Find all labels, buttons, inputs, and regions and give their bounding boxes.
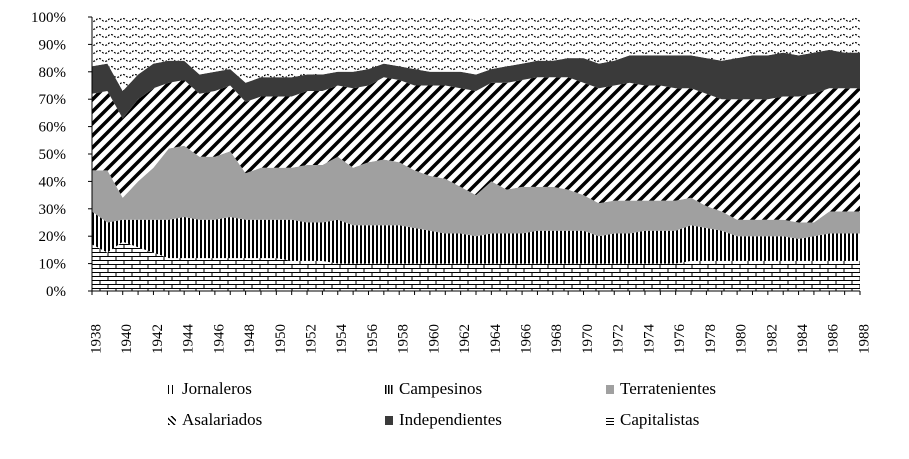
x-tick-label: 1976 [672, 324, 688, 355]
y-tick-label: 0% [46, 284, 66, 300]
x-tick-label: 1956 [365, 324, 381, 355]
x-tick-label: 1980 [734, 324, 750, 354]
y-tick-label: 70% [39, 92, 67, 108]
x-tick-label: 1968 [549, 324, 565, 354]
x-axis-ticks: 1938 1940 1942 1944 1946 1948 1950 1952 1954 1956… [88, 291, 872, 354]
x-tick-label: 1942 [150, 324, 166, 354]
x-tick-label: 1986 [826, 324, 842, 355]
y-tick-label: 40% [39, 174, 67, 190]
x-tick-label: 1966 [519, 324, 535, 355]
x-tick-label: 1988 [856, 324, 872, 354]
x-tick-label: 1944 [181, 324, 197, 355]
area-asalariados [92, 77, 860, 223]
area-layers [92, 17, 860, 291]
area-independientes [92, 49, 860, 119]
y-tick-label: 60% [39, 120, 67, 136]
y-tick-label: 30% [39, 202, 67, 218]
x-tick-label: 1950 [273, 324, 289, 354]
area-jornaleros [92, 241, 860, 291]
area-capitalistas [92, 17, 860, 91]
y-axis-ticks: 0% 10% 20% 30% 40% 50% 60% 70% 80% 90% 100% [31, 10, 92, 300]
x-tick-label: 1952 [303, 324, 319, 354]
x-tick-label: 1964 [488, 324, 504, 355]
x-tick-label: 1962 [457, 324, 473, 354]
x-tick-label: 1982 [764, 324, 780, 354]
y-tick-label: 20% [39, 229, 67, 245]
x-tick-label: 1960 [426, 324, 442, 354]
x-tick-label: 1948 [242, 324, 258, 354]
y-tick-label: 80% [39, 65, 67, 81]
y-tick-label: 100% [31, 10, 66, 26]
x-tick-label: 1954 [334, 324, 350, 355]
x-tick-label: 1984 [795, 324, 811, 355]
x-tick-label: 1972 [611, 324, 627, 354]
x-tick-label: 1974 [641, 324, 657, 355]
area-terratenientes [92, 145, 860, 239]
area-campesinos [92, 211, 860, 264]
y-tick-label: 50% [39, 147, 67, 163]
x-tick-label: 1946 [211, 324, 227, 355]
x-tick-label: 1938 [88, 324, 104, 354]
y-tick-label: 10% [39, 257, 67, 273]
x-tick-label: 1958 [396, 324, 412, 354]
y-tick-label: 90% [39, 37, 67, 53]
x-tick-label: 1970 [580, 324, 596, 354]
x-tick-label: 1978 [703, 324, 719, 354]
x-tick-label: 1940 [119, 324, 135, 354]
